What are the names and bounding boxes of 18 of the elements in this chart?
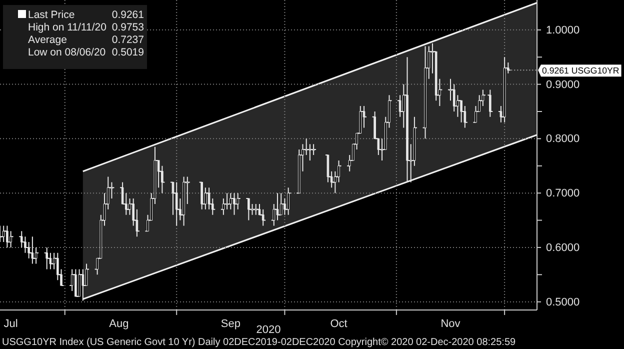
annotation: High on 11/11/20 0.9753 [28,22,144,34]
y-tick-label: 0.6000 [546,242,580,254]
text: Last Price 0.9261 [28,9,144,21]
x-tick-label: Aug [109,318,129,330]
y-tick-label: 0.5000 [546,296,580,308]
x-tick-label: Nov [440,318,461,330]
x-axis-title: 2020 [256,324,281,336]
text: USGG10YR Index (US Generic Govt 10 Yr) Daily 02DEC2019-02DEC2020 Copyright© 2020 02-Dec-2020 08:25:59 [2,337,516,348]
y-tick-label: 0.8000 [546,133,580,146]
y-tick-label: 0.9000 [546,78,580,91]
text: Average 0.7237 [28,34,144,46]
annotation: Low on 08/06/20 0.5019 [28,46,144,58]
y-tick-label: 1.0000 [546,24,580,36]
x-tick-label: Sep [220,318,240,330]
annotation: 0.9261 USGG10YR [542,66,620,76]
x-tick-label: Oct [330,318,348,330]
y-tick-label: 0.7000 [546,188,580,200]
x-tick-label: Jul [4,318,18,330]
